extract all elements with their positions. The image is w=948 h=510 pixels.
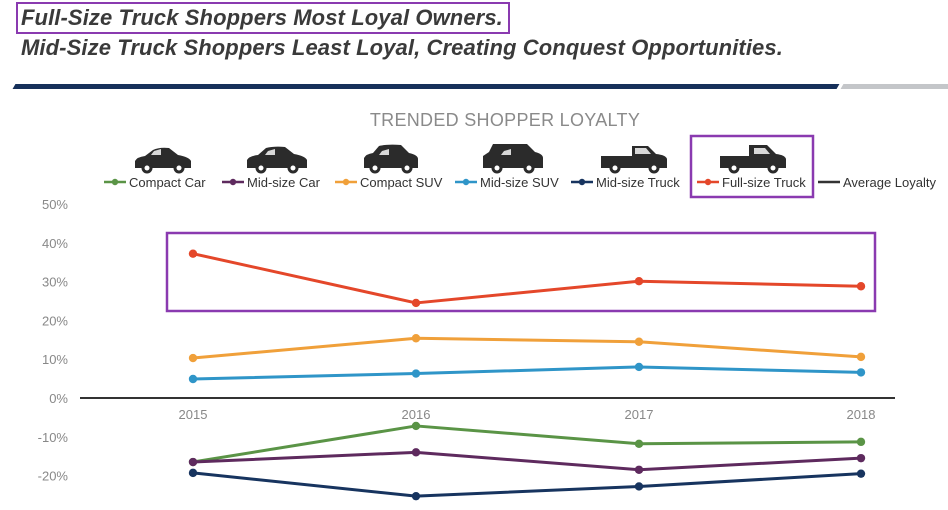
headline: Full-Size Truck Shoppers Most Loyal Owne… bbox=[16, 2, 783, 62]
data-point-mid-size-car bbox=[188, 457, 198, 467]
fullsize-truck-icon bbox=[720, 145, 786, 174]
legend-label: Mid-size Truck bbox=[596, 175, 680, 190]
legend-label: Full-size Truck bbox=[722, 175, 806, 190]
legend-item: Mid-size SUV bbox=[455, 175, 559, 190]
data-point-mid-size-truck bbox=[411, 491, 421, 501]
data-point-mid-size-suv bbox=[411, 369, 421, 378]
y-tick-label: 40% bbox=[42, 236, 68, 251]
legend-swatch-marker bbox=[704, 178, 712, 186]
data-point-full-size-truck bbox=[411, 298, 421, 308]
midsize-car-icon bbox=[247, 146, 307, 174]
data-point-mid-size-truck bbox=[634, 482, 644, 491]
series-line-mid-size-truck bbox=[192, 471, 862, 498]
data-point-full-size-truck bbox=[634, 277, 644, 286]
x-tick-label: 2017 bbox=[625, 407, 654, 422]
data-point-mid-size-car bbox=[634, 465, 644, 474]
series-line-mid-size-car bbox=[192, 450, 862, 472]
headline-line-2: Mid-Size Truck Shoppers Least Loyal, Cre… bbox=[21, 35, 783, 60]
plot-area bbox=[80, 249, 895, 501]
legend-item: Compact Car bbox=[104, 175, 206, 190]
headline-line-1: Full-Size Truck Shoppers Most Loyal Owne… bbox=[16, 2, 510, 34]
x-tick-label: 2018 bbox=[847, 407, 876, 422]
legend-item: Compact SUV bbox=[335, 175, 443, 190]
y-tick-label: 30% bbox=[42, 275, 68, 290]
series-line-full-size-truck bbox=[192, 252, 862, 305]
y-tick-label: 20% bbox=[42, 313, 68, 328]
data-point-compact-car bbox=[856, 437, 866, 447]
y-tick-label: 0% bbox=[49, 391, 68, 406]
legend-swatch-marker bbox=[578, 178, 586, 186]
legend-label: Compact Car bbox=[129, 175, 206, 190]
series-line-mid-size-suv bbox=[192, 365, 862, 381]
y-axis: 50% 40% 30% 20% 10% 0% -10% -20% bbox=[38, 197, 69, 484]
legend-label: Average Loyalty bbox=[843, 175, 936, 190]
legend-swatch-marker bbox=[229, 178, 237, 186]
y-tick-label: -10% bbox=[38, 430, 69, 445]
data-point-mid-size-truck bbox=[188, 468, 198, 478]
data-point-mid-size-truck bbox=[856, 469, 866, 478]
data-point-mid-size-car bbox=[411, 448, 421, 457]
data-point-compact-car bbox=[634, 439, 644, 448]
data-point-compact-suv bbox=[188, 353, 198, 363]
data-point-mid-size-suv bbox=[188, 374, 198, 384]
legend-swatch-marker bbox=[111, 178, 119, 186]
compact-suv-icon bbox=[364, 144, 418, 174]
series-line-compact-car bbox=[192, 424, 862, 464]
midsize-truck-icon bbox=[601, 146, 667, 174]
midsize-suv-icon bbox=[483, 144, 543, 174]
chart-legend: Compact Car Mid-size Car Compact SUV Mid-si… bbox=[104, 175, 936, 190]
chart-title: TRENDED SHOPPER LOYALTY bbox=[370, 110, 640, 130]
legend-swatch-marker bbox=[342, 178, 350, 186]
data-point-full-size-truck bbox=[188, 249, 198, 258]
sedan-car-icon bbox=[135, 147, 191, 174]
y-tick-label: 50% bbox=[42, 197, 68, 212]
x-tick-label: 2016 bbox=[402, 407, 431, 422]
legend-item: Average Loyalty bbox=[818, 175, 936, 190]
x-tick-label: 2015 bbox=[179, 407, 208, 422]
series-line-compact-suv bbox=[192, 336, 862, 360]
legend-item: Mid-size Car bbox=[222, 175, 321, 190]
data-point-mid-size-suv bbox=[634, 362, 644, 372]
data-point-compact-suv bbox=[634, 337, 644, 346]
legend-swatch-marker bbox=[462, 178, 470, 186]
data-point-mid-size-suv bbox=[856, 368, 866, 377]
full-size-truck-legend-highlight bbox=[689, 134, 815, 199]
legend-label: Mid-size Car bbox=[247, 175, 321, 190]
legend-label: Compact SUV bbox=[360, 175, 443, 190]
y-tick-label: -20% bbox=[38, 469, 69, 484]
legend-item: Mid-size Truck bbox=[571, 175, 680, 190]
full-size-truck-highlight-box bbox=[165, 231, 877, 313]
data-point-compact-car bbox=[411, 421, 421, 431]
legend-item: Full-size Truck bbox=[697, 175, 806, 190]
y-tick-label: 10% bbox=[42, 352, 68, 367]
data-point-compact-suv bbox=[856, 352, 866, 362]
data-point-compact-suv bbox=[411, 334, 421, 343]
data-point-mid-size-car bbox=[856, 453, 866, 463]
vehicle-icons bbox=[135, 144, 786, 174]
data-point-full-size-truck bbox=[856, 282, 866, 291]
x-axis: 2015 2016 2017 2018 bbox=[179, 407, 876, 422]
legend-label: Mid-size SUV bbox=[480, 175, 559, 190]
